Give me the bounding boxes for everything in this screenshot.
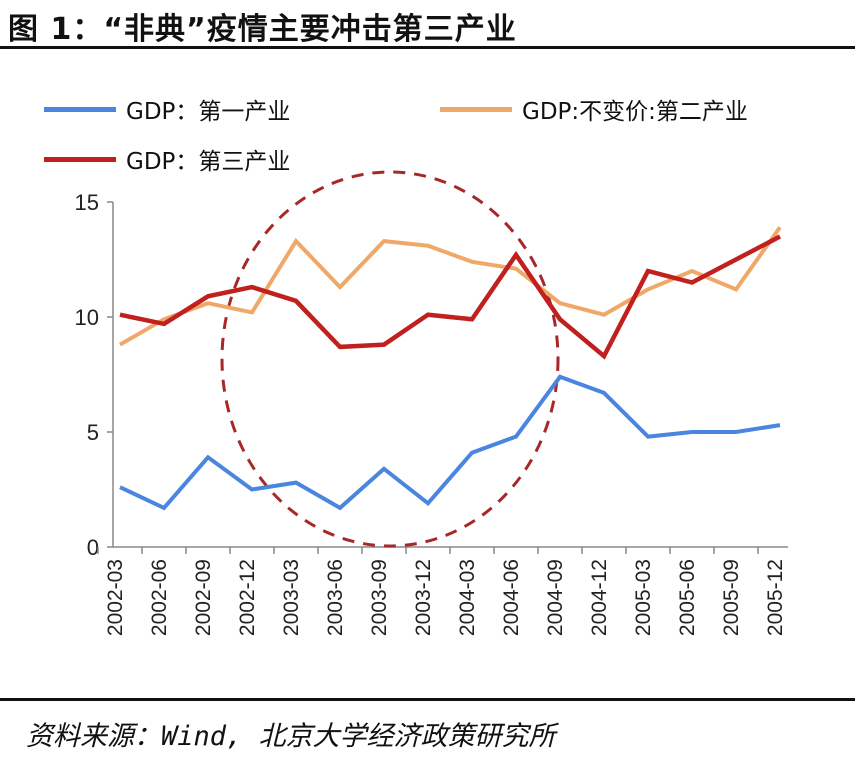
x-tick-label: 2002-09 [192, 559, 215, 636]
y-tick-label: 0 [87, 535, 99, 560]
x-tick-label: 2005-03 [632, 559, 655, 636]
legend-swatch [440, 106, 512, 112]
y-tick-label: 5 [87, 420, 99, 445]
x-tick-label: 2005-09 [720, 559, 743, 636]
source-note: 资料来源：Wind, 北京大学经济政策研究所 [26, 721, 556, 752]
x-tick-label: 2004-03 [456, 559, 479, 636]
x-tick-label: 2003-12 [412, 559, 435, 636]
chart-title: 图 1：“非典”疫情主要冲击第三产业 [8, 12, 517, 47]
y-tick-label: 10 [75, 305, 99, 330]
legend-label: GDP：第三产业 [126, 149, 291, 175]
highlight-circle [220, 170, 560, 548]
series-line-2 [119, 226, 782, 347]
series-line-1 [119, 374, 781, 511]
y-tick-label: 15 [75, 190, 99, 215]
x-tick-label: 2003-09 [368, 559, 391, 636]
legend-swatch [44, 156, 116, 162]
x-tick-label: 2004-12 [588, 559, 611, 636]
legend-swatch [44, 106, 116, 112]
title-divider [0, 46, 855, 49]
x-tick-label: 2003-06 [324, 559, 347, 636]
x-tick-label: 2004-09 [544, 559, 567, 636]
legend-item-primary: GDP：第一产业 [44, 92, 290, 126]
x-tick-label: 2003-03 [280, 559, 303, 636]
legend-item-tertiary: GDP：第三产业 [44, 142, 290, 176]
x-tick-label: 2005-06 [676, 559, 699, 636]
x-tick-label: 2002-12 [236, 559, 259, 636]
x-tick-label: 2002-06 [148, 559, 171, 636]
x-tick-label: 2005-12 [764, 559, 787, 636]
legend-label: GDP:不变价:第二产业 [522, 99, 748, 125]
legend-label: GDP：第一产业 [126, 99, 291, 125]
series-line-3 [119, 234, 782, 360]
x-tick-label: 2002-03 [104, 559, 127, 636]
legend-item-secondary: GDP:不变价:第二产业 [440, 92, 748, 126]
x-tick-label: 2004-06 [500, 559, 523, 636]
source-divider [0, 698, 855, 701]
